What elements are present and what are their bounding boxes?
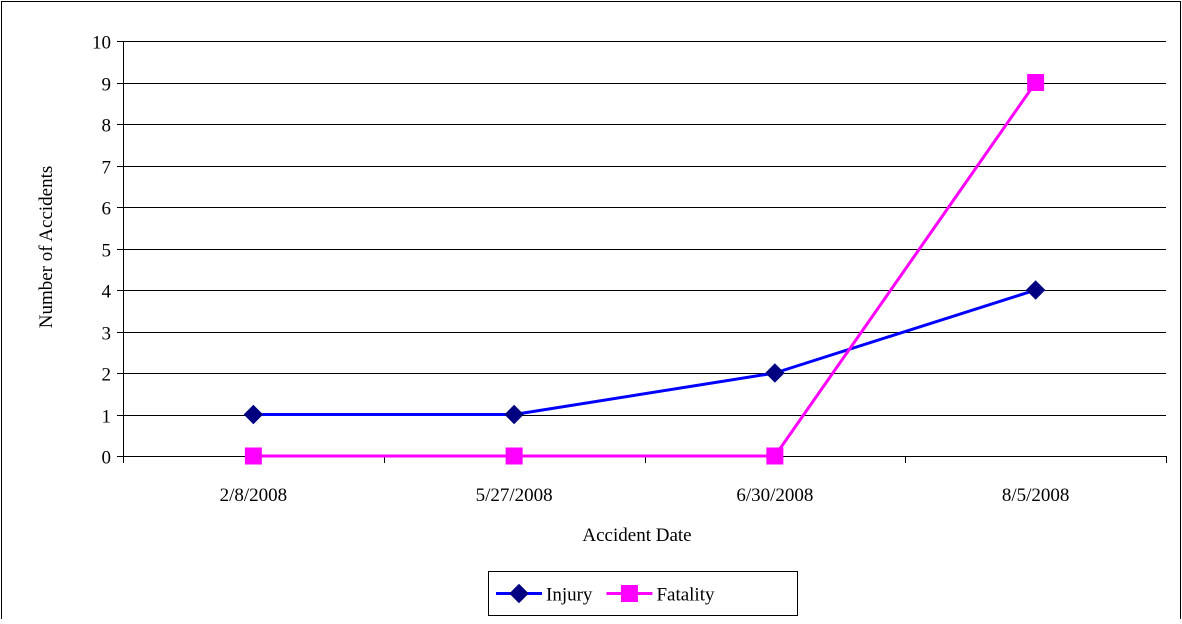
y-axis-label: Number of Accidents [36, 166, 57, 329]
fatality-data-point [1027, 74, 1045, 91]
injury-data-point [1025, 280, 1046, 300]
y-tick-label: 10 [92, 33, 111, 54]
x-tick-label: 6/30/2008 [736, 485, 813, 506]
injury-data-point [243, 404, 264, 425]
fatality-series-line [253, 81, 1037, 458]
y-tick-label: 6 [102, 199, 112, 220]
injury-data-point [504, 404, 524, 425]
y-tick-label: 8 [102, 116, 112, 137]
fatality-legend-marker [620, 585, 638, 602]
x-tick-label: 2/8/2008 [220, 485, 288, 506]
fatality-data-point [766, 447, 784, 465]
fatality-data-point [505, 447, 523, 465]
y-tick-label: 9 [102, 75, 112, 96]
axes: 0 1 2 3 4 5 6 7 8 9 10 2/8/2008 5/27/2008 6/30/2008 8/… [92, 33, 1167, 506]
series [243, 74, 1046, 465]
y-tick-label: 4 [102, 282, 112, 303]
gridlines [123, 41, 1166, 416]
y-tick-label: 0 [102, 448, 112, 469]
fatality-data-point [244, 447, 262, 465]
x-axis-label: Accident Date [582, 525, 691, 546]
y-tick-label: 2 [102, 365, 112, 386]
injury-data-point [765, 363, 785, 383]
y-tick-label: 1 [102, 407, 112, 428]
y-tick-label: 3 [102, 324, 112, 345]
injury-series-line [253, 288, 1037, 416]
y-tick-label: 7 [102, 158, 112, 179]
x-tick-label: 8/5/2008 [1002, 485, 1070, 506]
x-tick-label: 5/27/2008 [476, 485, 553, 506]
y-tick-label: 5 [102, 241, 112, 262]
injury-legend-label: Injury [546, 585, 593, 606]
injury-legend-marker [509, 583, 529, 604]
legend: Injury Fatality [488, 571, 798, 616]
fatality-legend-label: Fatality [656, 585, 715, 606]
